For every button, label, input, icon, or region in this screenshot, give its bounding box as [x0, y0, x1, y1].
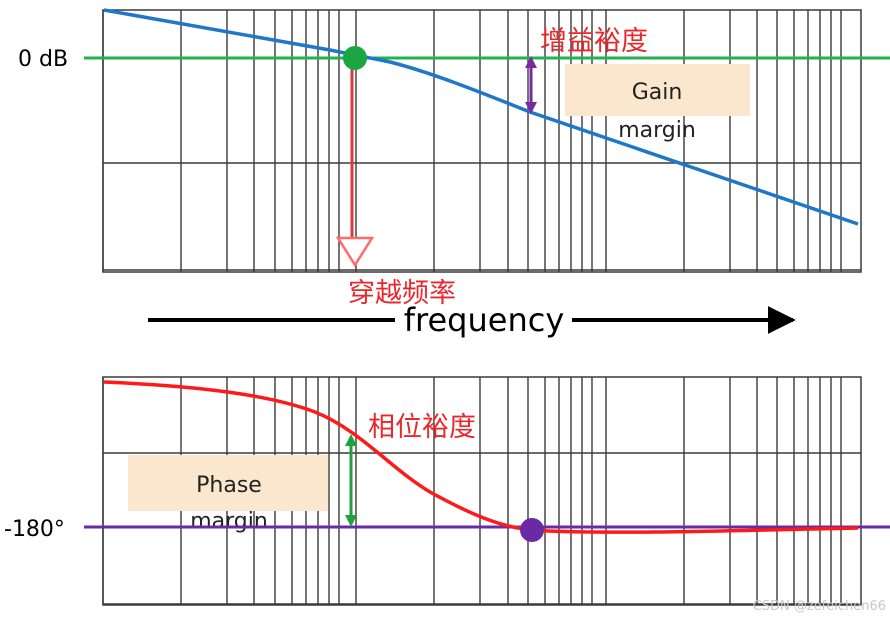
phase-margin-box-line2: margin	[190, 509, 268, 534]
gain-margin-box-line2: margin	[618, 118, 696, 143]
gain-margin-box-line1: Gain	[632, 80, 683, 105]
phase-curve	[103, 380, 859, 534]
gain-margin-box	[565, 64, 750, 116]
phase-plot-frame	[102, 376, 862, 606]
frequency-axis: frequency	[148, 301, 796, 339]
crossover-arrowhead-icon	[335, 236, 375, 268]
crossover-frequency-cn-label: 穿越频率	[348, 278, 456, 309]
zero-db-label: 0 dB	[18, 47, 68, 72]
phase-margin-box	[128, 455, 328, 511]
gain-margin-cn-label: 增益裕度	[540, 26, 648, 57]
minus-180-label: -180°	[4, 517, 65, 542]
phase-crossover-point	[520, 518, 544, 542]
gain-crossover-point	[343, 46, 367, 70]
magnitude-plot-frame	[102, 9, 862, 273]
frequency-axis-label: frequency	[404, 301, 565, 339]
magnitude-curve	[103, 8, 859, 226]
phase-margin-cn-label: 相位裕度	[368, 412, 476, 443]
watermark: CSDN @zefeichen66	[753, 599, 886, 614]
phase-margin-box-line1: Phase	[196, 473, 262, 498]
magnitude-grid	[102, 10, 861, 272]
magnitude-plot: 0 dB 增益裕度 Gain margin 穿越频率	[18, 8, 890, 309]
phase-plot: Phase margin -180° 相位裕度	[4, 376, 890, 606]
